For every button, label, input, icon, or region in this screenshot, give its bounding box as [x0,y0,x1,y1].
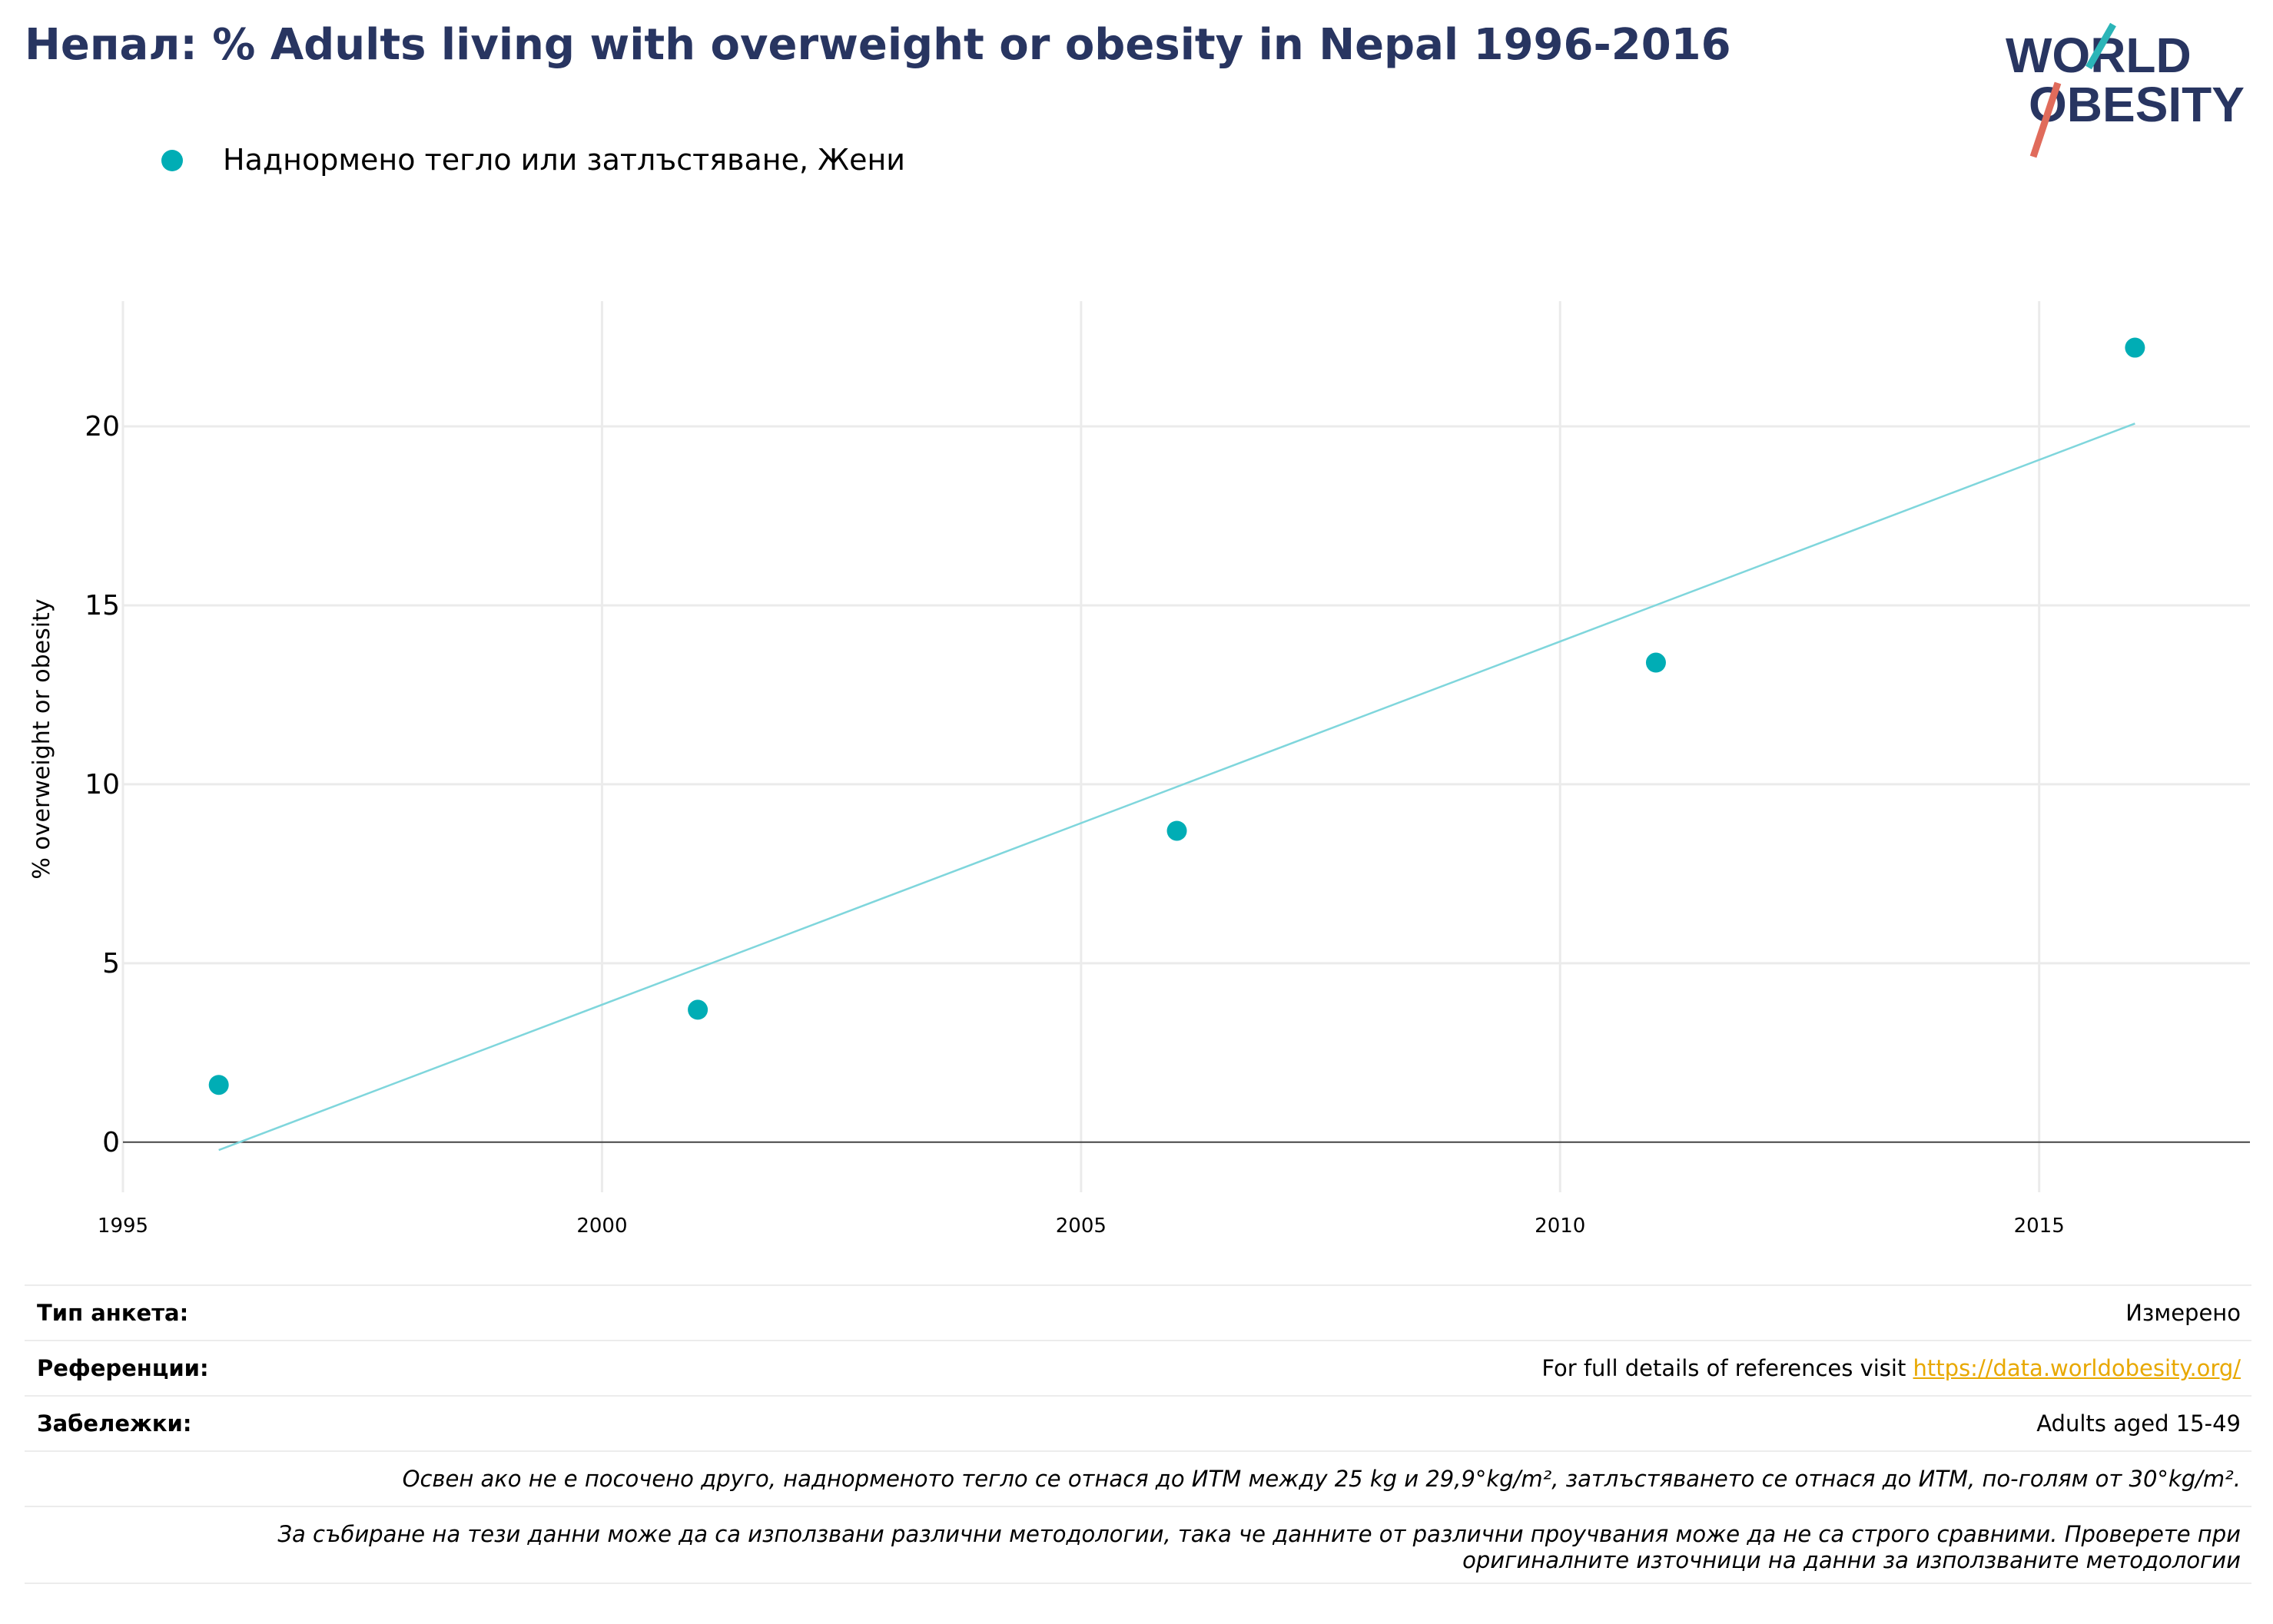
world-obesity-logo: WORLD OBESITY [2006,22,2245,158]
legend-marker [161,150,183,171]
definition-note-row: Освен ако не е посочено друго, наднормен… [25,1450,2251,1506]
data-point [688,999,708,1020]
x-tick-label: 1995 [98,1215,148,1238]
survey-type-row: Тип анкета: Измерено [25,1284,2251,1340]
x-tick-label: 2015 [2014,1215,2065,1238]
y-axis-ticks: 0 5 10 15 20 [85,411,120,1158]
x-tick-label: 2010 [1535,1215,1585,1238]
chart-title: Непал: % Adults living with overweight o… [25,20,1731,70]
notes-row: Забележки: Adults aged 15-49 [25,1395,2251,1450]
notes-label: Забележки: [37,1410,192,1437]
methodology-note-row: За събиране на тези данни може да са изп… [25,1506,2251,1584]
references-label: Референции: [37,1355,209,1381]
methodology-note: За събиране на тези данни може да са изп… [277,1521,2241,1573]
vertical-gridlines [121,301,2041,1192]
methodology-note-line2: оригиналните източници на данни за изпол… [1462,1547,2241,1573]
notes-value: Adults aged 15-49 [2036,1410,2241,1437]
references-row: Референции: For full details of referenc… [25,1340,2251,1395]
data-point [1645,652,1666,673]
x-axis-ticks: 1995 2000 2005 2010 2015 [98,1215,2065,1238]
y-tick-label: 10 [85,769,120,800]
legend-label: Наднормено тегло или затлъстяване, Жени [223,143,905,177]
horizontal-gridlines [123,425,2250,965]
x-tick-label: 2005 [1056,1215,1107,1238]
references-text: For full details of references visit [1541,1355,1913,1381]
references-value: For full details of references visit htt… [1541,1355,2241,1381]
definition-note: Освен ако не е посочено друго, наднормен… [402,1466,2241,1492]
data-point [1166,820,1187,841]
y-tick-label: 0 [102,1127,120,1158]
y-axis-label: % overweight or obesity [28,598,55,879]
svg-text:OBESITY: OBESITY [2029,77,2245,132]
scatter-chart: 1995 2000 2005 2010 2015 0 5 10 15 20 % overweig… [28,301,2250,1238]
y-tick-label: 15 [85,590,120,621]
survey-type-value: Измерено [2125,1300,2241,1326]
y-tick-label: 20 [85,411,120,442]
trend-line [218,423,2135,1152]
survey-type-label: Тип анкета: [37,1300,189,1326]
data-points [208,337,2145,1095]
data-point [208,1075,229,1095]
data-point [2125,337,2145,358]
legend: Наднормено тегло или затлъстяване, Жени [161,143,1083,180]
y-tick-label: 5 [102,948,120,979]
x-tick-label: 2000 [576,1215,627,1238]
references-link[interactable]: https://data.worldobesity.org/ [1913,1355,2241,1381]
info-table: Тип анкета: Измерено Референции: For ful… [25,1284,2251,1584]
methodology-note-line1: За събиране на тези данни може да са изп… [277,1521,2241,1547]
